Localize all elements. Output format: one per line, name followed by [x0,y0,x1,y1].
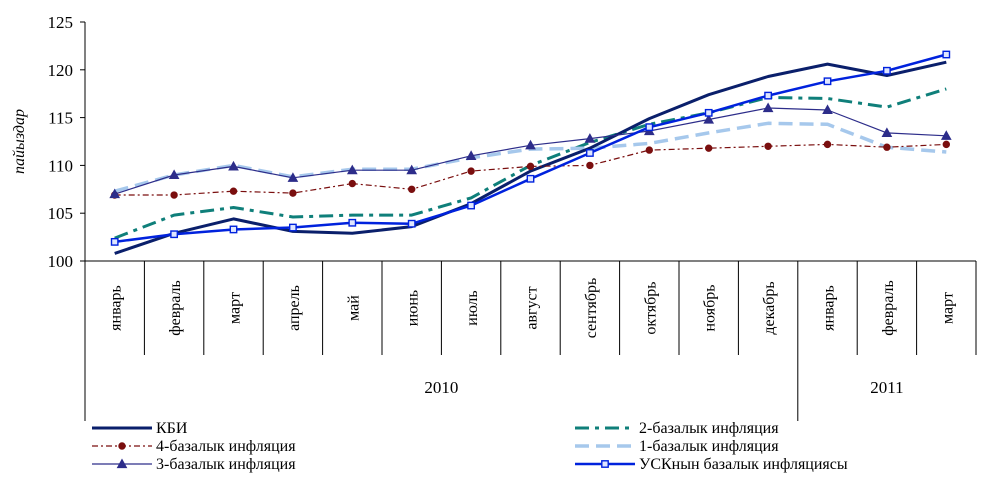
data-point [940,130,952,140]
y-tick-label: 125 [48,13,74,32]
x-tick-label: август [524,286,541,329]
data-point [942,140,950,149]
data-point [348,218,357,227]
data-point [526,174,535,183]
y-tick-label: 100 [48,252,74,271]
data-point [586,161,594,170]
legend-marker [116,458,128,469]
data-point [467,201,475,210]
data-point [883,143,891,151]
x-tick-label: февраль [167,280,184,336]
series-5 [109,102,952,199]
data-point [762,102,774,113]
data-point [289,223,297,232]
x-tick-label: февраль [880,280,897,336]
legend-item: 4-базалык инфляция [92,438,296,455]
x-tick-label: январь [108,285,125,331]
legend-label: 1-базалык инфляция [639,438,779,455]
data-point [823,140,832,149]
data-point [346,164,358,175]
data-point [229,225,238,234]
data-point [287,172,299,182]
y-axis-label: пайыздар [11,109,28,174]
data-point [110,237,119,246]
data-point [348,179,356,188]
data-point [228,160,239,171]
data-point [645,123,654,132]
legend-item: 1-базалык инфляция [575,438,779,455]
data-point [465,150,477,160]
legend-label: УСКнын базалык инфляциясы [639,456,848,473]
data-point [229,187,238,195]
data-point [881,127,893,137]
legend-label: КБИ [156,420,188,437]
data-point [764,142,772,150]
y-tick-label: 120 [48,61,74,80]
data-point [645,146,653,154]
legend-label: 3-базалык инфляция [156,456,296,473]
x-tick-label: июнь [405,290,422,326]
y-tick-label: 115 [48,109,73,128]
x-tick-label: январь [821,285,838,331]
data-point [168,169,180,180]
x-tick-label: март [227,292,244,324]
data-point [823,77,832,86]
data-point [408,185,416,194]
data-point [109,188,121,199]
data-point [406,164,418,175]
x-tick-label: июль [464,290,481,325]
data-point [584,133,596,143]
series-line [114,60,947,255]
data-point [525,139,536,150]
data-point [170,230,178,239]
legend-label: 4-базалык инфляция [156,438,296,455]
data-point [289,189,297,197]
series-3 [111,140,950,199]
data-point [704,108,713,117]
y-tick-label: 110 [48,156,73,175]
data-point [170,191,178,199]
x-tick-label: май [345,295,362,321]
legend-marker [118,442,126,450]
data-point [942,50,951,59]
data-point [883,66,891,75]
year-label: 2011 [870,378,903,397]
data-point [586,149,594,157]
legend-item: УСКнын базалык инфляциясы [575,456,848,473]
legend-marker [601,460,609,468]
series-1 [114,60,947,255]
data-point [407,219,416,228]
legend-item: 2-базалык инфляция [575,420,779,437]
data-point [467,167,475,175]
legend-item: КБИ [92,420,188,437]
legend-label: 2-базалык инфляция [639,420,779,437]
series-6 [110,50,951,246]
x-tick-label: ноябрь [702,284,719,331]
year-label: 2010 [424,378,458,397]
x-tick-label: октябрь [642,281,659,334]
data-point [822,104,833,115]
data-point [764,91,773,100]
x-tick-label: сентябрь [583,278,600,339]
x-tick-label: декабрь [761,281,778,334]
data-point [703,113,715,124]
x-tick-label: март [939,292,956,324]
data-point [705,144,713,152]
y-tick-label: 105 [48,204,74,223]
data-point [526,162,535,171]
legend-item: 3-базалык инфляция [92,456,296,473]
x-tick-label: апрель [286,285,303,331]
